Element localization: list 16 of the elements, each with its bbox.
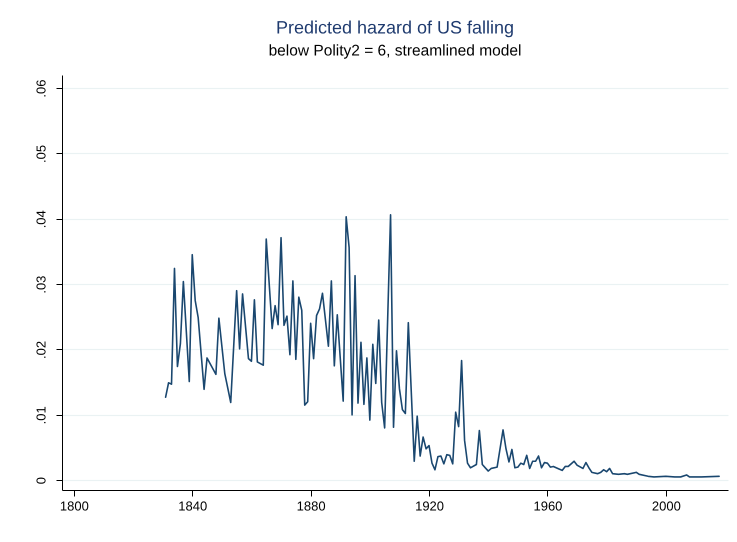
y-tick-label: .03 [34, 276, 48, 294]
chart-title: Predicted hazard of US falling [276, 18, 514, 38]
chart-subtitle: below Polity2 = 6, streamlined model [268, 42, 522, 60]
y-tick-label: .01 [34, 406, 48, 424]
x-tick-label: 1920 [415, 498, 444, 514]
x-tick-label: 1880 [296, 498, 326, 514]
x-tick-label: 1800 [60, 498, 89, 514]
y-tick-label: .04 [34, 210, 48, 228]
y-tick-label: .05 [34, 144, 48, 163]
y-tick-label: .06 [34, 80, 48, 98]
line-series [164, 214, 720, 478]
x-tick-label: 2000 [652, 498, 681, 514]
x-tick-label: 1960 [533, 498, 562, 514]
y-tick-label: 0 [34, 477, 48, 484]
y-tick-label: .02 [34, 340, 48, 360]
x-tick-label: 1840 [178, 498, 208, 514]
